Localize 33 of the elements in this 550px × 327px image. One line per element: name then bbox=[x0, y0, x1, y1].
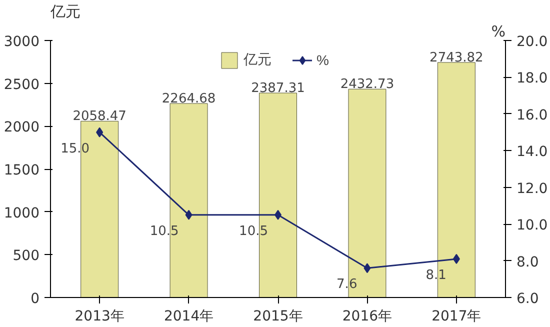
legend-label: % bbox=[316, 52, 330, 68]
legend-label: 亿元 bbox=[244, 51, 272, 69]
y2-tick-label: 10.0 bbox=[516, 218, 548, 234]
data-label: 2264.68 bbox=[162, 91, 216, 106]
x-tick-label: 2013年 bbox=[74, 308, 124, 324]
x-tick-label: 2014年 bbox=[164, 308, 214, 324]
y2-tick-label: 16.0 bbox=[516, 107, 548, 124]
y-axis-title: 亿元 bbox=[50, 2, 80, 20]
data-label: 2387.31 bbox=[251, 80, 305, 96]
y-tick-label: 3000 bbox=[4, 34, 40, 50]
x-tick-label: 2015年 bbox=[253, 308, 303, 324]
y2-tick-label: 12.0 bbox=[516, 180, 548, 197]
y-tick-label: 500 bbox=[12, 248, 40, 264]
x-tick-label: 2017年 bbox=[432, 308, 482, 324]
data-label: 2432.73 bbox=[340, 77, 394, 92]
y2-tick-label: 14.0 bbox=[516, 144, 548, 160]
point bbox=[364, 263, 371, 274]
y-tick-label: 1500 bbox=[4, 162, 40, 178]
y-tick-label: 0 bbox=[30, 291, 40, 307]
y2-tick-label: 8.0 bbox=[516, 254, 539, 270]
y2-tick-label: 6.0 bbox=[516, 291, 539, 307]
y-tick-label: 1000 bbox=[4, 205, 40, 222]
y2-tick-label: 20.0 bbox=[516, 34, 548, 50]
y2-tick-label: 18.0 bbox=[516, 70, 548, 87]
data-label: 2743.82 bbox=[430, 50, 484, 66]
data-label: 2058.47 bbox=[72, 109, 126, 124]
y-tick-label: 2500 bbox=[4, 76, 40, 93]
y2-axis-title: % bbox=[491, 22, 506, 40]
y-tick-label: 2000 bbox=[4, 120, 40, 136]
point bbox=[96, 127, 104, 138]
point bbox=[452, 254, 460, 264]
point bbox=[185, 210, 192, 220]
x-tick-label: 2016年 bbox=[342, 308, 392, 324]
